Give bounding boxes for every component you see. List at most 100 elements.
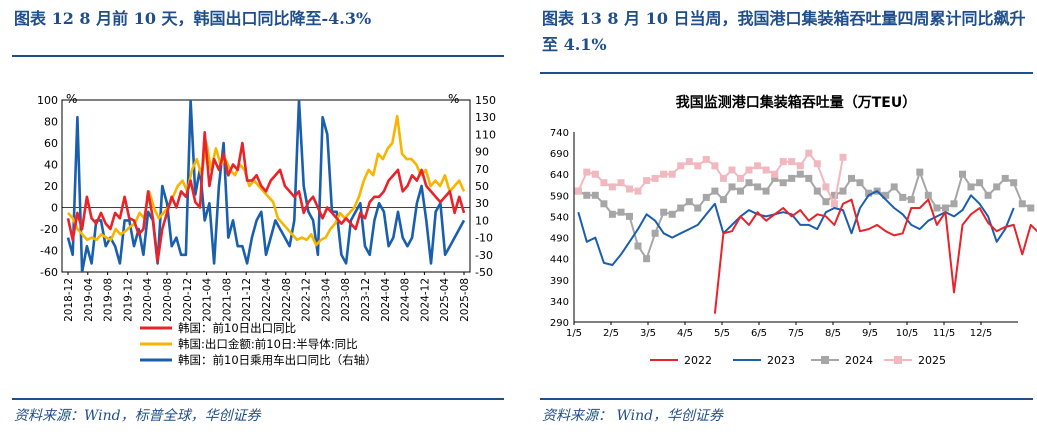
series-marker xyxy=(737,187,744,195)
x-tick-label: 2021-04 xyxy=(202,278,214,322)
x-tick-label: 10/5 xyxy=(896,328,918,339)
legend-label: 2024 xyxy=(845,354,873,367)
series-marker xyxy=(959,170,966,178)
series-marker xyxy=(950,200,958,208)
series-marker xyxy=(865,189,873,197)
legend-label: 2025 xyxy=(918,354,946,367)
x-tick-label: 8/5 xyxy=(825,328,841,339)
y-right-tick-label: -30 xyxy=(475,249,493,262)
y-tick-label: 590 xyxy=(550,191,569,202)
title-rule xyxy=(540,72,1033,74)
series-marker xyxy=(993,183,1001,191)
series-marker xyxy=(626,185,633,193)
legend-marker xyxy=(821,356,829,364)
series-marker xyxy=(771,174,779,182)
series-marker xyxy=(719,196,727,204)
series-marker xyxy=(967,183,975,191)
x-tick-label: 2019-04 xyxy=(83,278,95,322)
series-marker xyxy=(856,179,864,187)
x-tick-label: 2021-12 xyxy=(241,278,253,322)
series-marker xyxy=(745,179,753,187)
y-tick-label: 690 xyxy=(550,149,569,160)
series-marker xyxy=(941,204,949,212)
series-marker xyxy=(660,170,668,178)
series-2022-line xyxy=(713,198,1037,314)
series-marker xyxy=(984,191,992,199)
x-tick-label: 2018-12 xyxy=(63,278,75,322)
series-marker xyxy=(813,187,821,195)
series-marker xyxy=(1018,200,1026,208)
korea-exports-chart: 100 80 60 40 20 0 -20 -40 -60 150 130 110 90 70 50 30 10… xyxy=(37,92,496,367)
series-2023-line xyxy=(577,190,1015,266)
series-marker xyxy=(796,170,804,178)
series-marker xyxy=(899,193,907,201)
x-tick-label: 2022-08 xyxy=(281,278,293,322)
series-marker xyxy=(651,229,659,237)
right-chart-panel: 图表 13 8 月 10 日当周，我国港口集装箱吞吐量四周累计同比飙升至 4.1… xyxy=(528,0,1037,440)
x-tick-label: 2024-04 xyxy=(380,278,392,322)
y-left-tick-label: -60 xyxy=(40,266,58,279)
series-marker xyxy=(779,179,787,187)
x-tick-label: 2020-08 xyxy=(162,278,174,322)
series-marker xyxy=(617,208,625,216)
source-note: 资料来源： Wind，华创证券 xyxy=(542,408,724,424)
korea-exports-line xyxy=(66,131,466,263)
y-tick-label: 490 xyxy=(550,234,569,245)
series-marker xyxy=(796,162,804,170)
x-tick-label: 2021-08 xyxy=(221,278,233,322)
y-left-tick-label: 60 xyxy=(44,137,58,150)
series-marker xyxy=(754,183,762,191)
y-left-tick-label: 0 xyxy=(51,202,58,215)
series-marker xyxy=(711,187,719,195)
source-rule xyxy=(540,398,1033,400)
y-right-tick-label: 30 xyxy=(475,197,489,210)
y-left-tick-label: 20 xyxy=(44,180,58,193)
series-marker xyxy=(933,204,941,212)
series-marker xyxy=(762,187,770,195)
legend-marker xyxy=(894,356,902,364)
series-marker xyxy=(754,162,762,170)
series-marker xyxy=(728,183,736,191)
series-marker xyxy=(702,193,710,201)
y-right-tick-label: 50 xyxy=(475,180,489,193)
series-marker xyxy=(685,198,693,206)
series-marker xyxy=(626,212,633,220)
x-tick-label: 2019-08 xyxy=(103,278,115,322)
source-note: 资料来源：Wind，标普全球，华创证券 xyxy=(14,408,261,424)
x-tick-label: 7/5 xyxy=(788,328,804,339)
semiconductor-exports-line xyxy=(67,114,466,247)
legend-label: 2023 xyxy=(767,354,795,367)
x-tick-label: 1/5 xyxy=(566,328,582,339)
series-marker xyxy=(822,183,830,191)
series-marker xyxy=(762,166,770,174)
series-marker xyxy=(574,187,582,195)
series-marker xyxy=(813,160,821,168)
figure-title-12: 图表 12 8 月前 10 天，韩国出口同比降至-4.3% xyxy=(14,9,372,28)
series-marker xyxy=(882,191,890,199)
series-marker xyxy=(608,183,616,191)
series-marker xyxy=(668,210,676,218)
left-chart-panel: 图表 12 8 月前 10 天，韩国出口同比降至-4.3% 100 80 60 40 2… xyxy=(0,0,508,440)
series-marker xyxy=(779,158,787,166)
series-marker xyxy=(634,242,642,250)
x-tick-label: 2/5 xyxy=(603,328,619,339)
y-tick-label: 440 xyxy=(550,255,569,266)
y-right-unit: % xyxy=(448,92,459,106)
series-marker xyxy=(643,177,651,185)
x-tick-label: 2023-12 xyxy=(360,278,372,322)
series-group xyxy=(66,100,466,272)
x-tick-label: 5/5 xyxy=(714,328,730,339)
series-marker xyxy=(728,166,736,174)
series-marker xyxy=(839,187,847,195)
x-tick-label: 2022-04 xyxy=(261,278,273,322)
series-marker xyxy=(651,174,659,182)
series-marker xyxy=(788,174,796,182)
y-tick-label: 640 xyxy=(550,170,569,181)
x-tick-label: 2024-12 xyxy=(419,278,431,322)
x-tick-label: 2020-12 xyxy=(182,278,194,322)
series-marker xyxy=(848,174,855,182)
series-marker xyxy=(788,158,796,166)
legend-label: 2022 xyxy=(684,354,712,367)
series-marker xyxy=(1010,179,1018,187)
series-marker xyxy=(737,174,744,182)
